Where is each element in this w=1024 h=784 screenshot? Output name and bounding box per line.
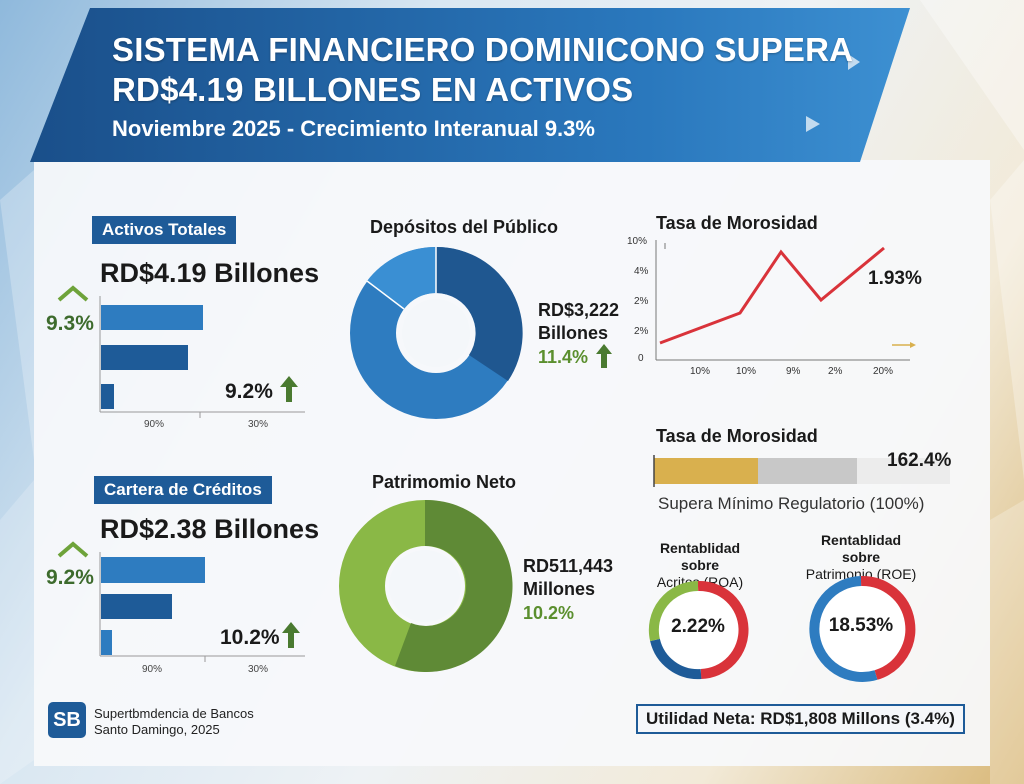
activos-tick-2: 30% bbox=[248, 419, 269, 430]
coverage-value: 162.4% bbox=[887, 450, 952, 471]
x-tick: 10% bbox=[736, 366, 757, 377]
arrow-up-icon bbox=[280, 376, 298, 402]
superintendencia-logo: SB bbox=[48, 702, 86, 738]
roe-label: Rentablidad sobre Patrimonio (ROE) bbox=[805, 532, 917, 582]
coverage-caption: Supera Mínimo Regulatorio (100%) bbox=[658, 494, 925, 513]
x-tick: 10% bbox=[690, 366, 711, 377]
cartera-bar-1 bbox=[101, 557, 205, 583]
activos-value: RD$4.19 Billones bbox=[100, 258, 320, 288]
morosidad-value: 1.93% bbox=[868, 268, 922, 289]
roa-value: 2.22% bbox=[671, 616, 725, 637]
footer-text: Supertbmdencia de Bancos Santo Damingo, … bbox=[94, 706, 254, 737]
arrow-up-icon bbox=[596, 344, 612, 368]
up-chevron-icon bbox=[57, 541, 89, 558]
utilidad-neta-box: Utilidad Neta: RD$1,808 Millons (3.4%) bbox=[636, 704, 965, 734]
page-title: SISTEMA FINANCIERO DOMINICONO SUPERA RD$… bbox=[112, 31, 854, 108]
activos-bar-1 bbox=[101, 305, 203, 330]
cartera-growth: 9.2% bbox=[46, 566, 94, 589]
cartera-tick-2: 30% bbox=[248, 664, 269, 675]
depositos-slice-dark bbox=[436, 246, 523, 382]
patrimonio-growth: 10.2% bbox=[523, 603, 575, 623]
cartera-tag: Cartera de Créditos bbox=[94, 476, 272, 504]
depositos-growth: 11.4% bbox=[538, 347, 589, 367]
morosidad-bar-title: Tasa de Morosidad bbox=[656, 426, 818, 446]
morosidad-chart-title: Tasa de Morosidad bbox=[656, 213, 818, 233]
activos-bar-3 bbox=[101, 384, 114, 409]
roa-donut bbox=[648, 580, 749, 680]
activos-tick-1: 90% bbox=[144, 419, 165, 430]
y-tick: 0 bbox=[638, 353, 644, 364]
x-tick: 20% bbox=[873, 366, 894, 377]
activos-tag: Activos Totales bbox=[92, 216, 237, 244]
patrimonio-value: RD511,443 Millones bbox=[523, 556, 614, 599]
patrimonio-title: Patrimomio Neto bbox=[372, 472, 517, 492]
cartera-growth-secondary: 10.2% bbox=[220, 626, 280, 649]
morosidad-line bbox=[659, 246, 885, 345]
cartera-tick-1: 90% bbox=[142, 664, 163, 675]
roe-value: 18.53% bbox=[828, 615, 894, 636]
y-tick: 2% bbox=[634, 296, 649, 307]
depositos-donut bbox=[350, 246, 523, 419]
y-tick: 2% bbox=[634, 326, 649, 337]
page-subtitle: Noviembre 2025 - Crecimiento Interanual … bbox=[112, 116, 595, 141]
activos-growth-secondary: 9.2% bbox=[225, 380, 273, 403]
x-tick: 2% bbox=[828, 366, 843, 377]
x-tick: 9% bbox=[786, 366, 801, 377]
roa-slice-red bbox=[697, 580, 749, 679]
header-banner bbox=[30, 8, 910, 162]
roe-donut bbox=[809, 575, 916, 682]
activos-growth: 9.3% bbox=[46, 312, 94, 335]
cartera-value: RD$2.38 Billones bbox=[100, 514, 320, 544]
y-tick: 10% bbox=[627, 236, 648, 247]
y-tick: 4% bbox=[634, 266, 649, 277]
roa-slice-green bbox=[648, 580, 699, 642]
patrimonio-donut bbox=[339, 499, 513, 672]
coverage-bar-gray bbox=[758, 458, 857, 484]
arrow-up-icon bbox=[282, 622, 300, 648]
up-chevron-icon bbox=[57, 285, 89, 302]
coverage-bar-gold bbox=[654, 458, 758, 484]
depositos-value: RD$3,222 Billones bbox=[538, 300, 620, 343]
patrimonio-slice-dark bbox=[395, 499, 513, 672]
roa-slice-blue bbox=[650, 638, 702, 680]
roe-slice-red bbox=[860, 575, 916, 680]
roe-slice-blue bbox=[809, 576, 878, 682]
depositos-title: Depósitos del Público bbox=[370, 217, 559, 237]
cartera-bar-2 bbox=[101, 594, 172, 619]
cartera-bar-3 bbox=[101, 630, 112, 655]
activos-bar-2 bbox=[101, 345, 188, 370]
